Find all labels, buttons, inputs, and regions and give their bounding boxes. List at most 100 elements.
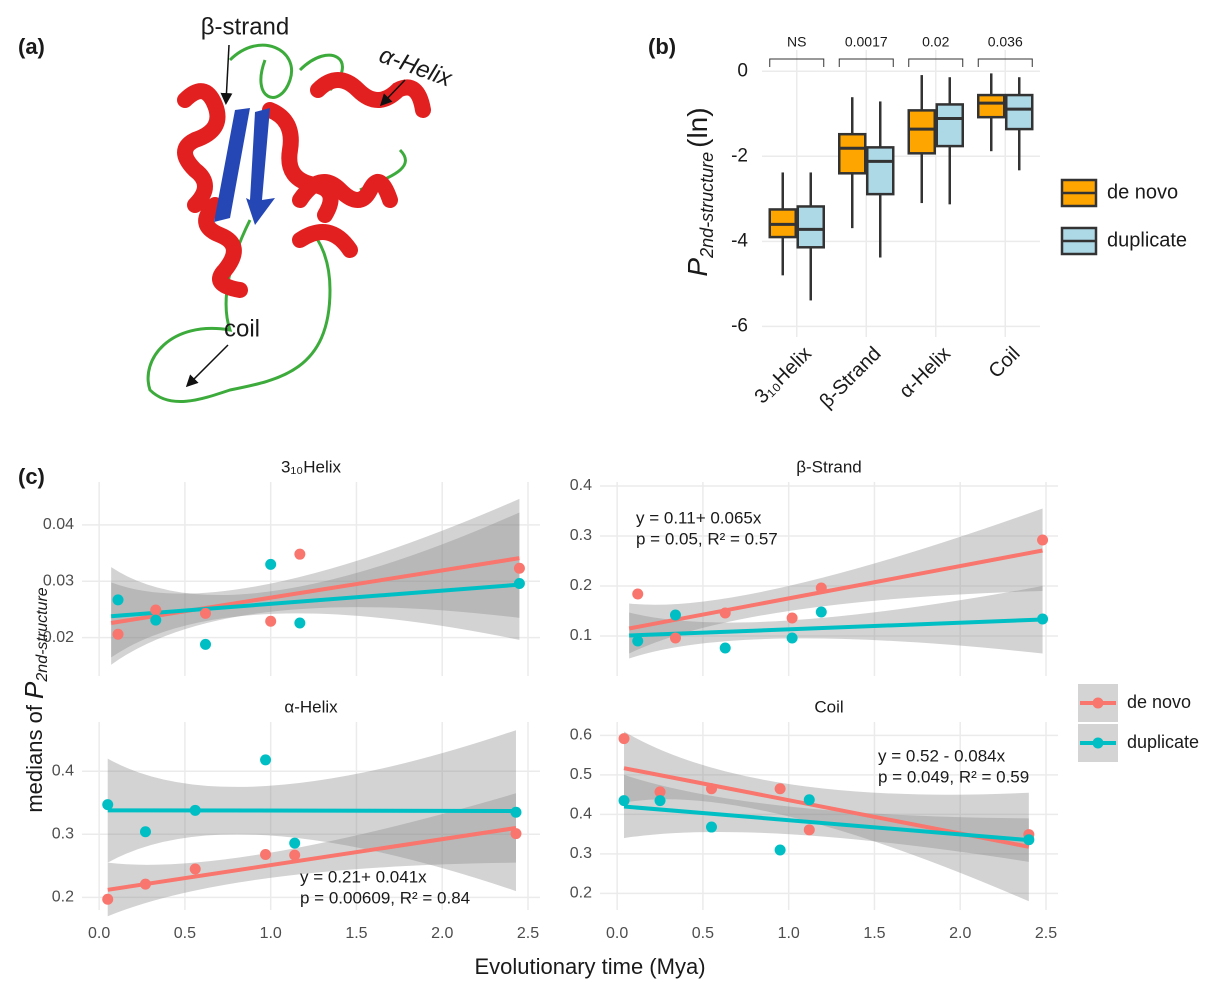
point [265,558,277,570]
y-tick-label: 0.1 [570,627,592,644]
y-axis-label-var: P [682,258,713,277]
y-axis-label-text: medians of [22,699,47,813]
y-tick-label: 0.3 [570,845,592,862]
point [294,617,306,629]
y-tick-label: -4 [731,230,748,251]
y-tick-label: 0.4 [570,806,592,823]
fit-line [111,582,520,619]
point [669,609,681,621]
point [786,632,798,644]
point [139,826,151,838]
x-tick-label: 2.5 [517,925,539,942]
point [774,844,786,856]
point [265,615,277,627]
significance-label: NS [787,34,806,50]
significance-label: 0.02 [922,34,949,50]
box [935,103,964,148]
point [289,849,301,861]
legend-label: duplicate [1107,229,1187,251]
protein-structure [146,43,431,404]
x-tick-label: 2.5 [1035,925,1057,942]
point [719,607,731,619]
y-axis-label-sub: 2nd-structure [34,587,51,682]
point [510,806,522,818]
significance-bracket [838,58,894,67]
box [866,146,895,196]
y-axis-label-var: P [19,681,49,699]
facet-title: β-Strand [796,457,862,476]
fit-annotation: p = 0.05, R² = 0.57 [636,529,778,548]
point [654,795,666,807]
y-tick-label: 0.02 [43,629,74,646]
point [705,821,717,833]
arrow [220,44,233,105]
x-tick-label: β-Strand [815,343,885,413]
y-tick-label: 0.4 [52,762,74,779]
box [977,93,1006,119]
point [803,824,815,836]
fit-line [628,548,1043,631]
coil-trace [146,43,407,404]
point [786,612,798,624]
point [200,638,212,650]
y-axis-label: P2nd-structure (ln) [682,107,716,276]
point [150,604,162,616]
y-tick-label: 0.6 [570,727,592,744]
y-tick-label: 0.3 [52,826,74,843]
x-tick-label: 3₁₀Helix [751,343,816,408]
point [719,642,731,654]
y-axis-label-unit: (ln) [682,107,713,147]
structure-label: β-strand [201,13,290,40]
point [510,828,522,840]
point [1023,834,1035,846]
x-tick-label: α-Helix [895,343,955,403]
x-tick-label: 0.0 [88,925,110,942]
point [705,783,717,795]
fit-line [107,808,516,813]
fit-annotation: p = 0.00609, R² = 0.84 [300,888,470,907]
point [139,878,151,890]
point [289,837,301,849]
panel-label: (b) [648,34,676,59]
confidence-band [111,498,520,665]
y-tick-label: 0.03 [43,572,74,589]
y-tick-label: 0.2 [570,885,592,902]
beta-sheet [246,108,275,225]
point [513,578,525,590]
y-tick-label: 0.3 [570,527,592,544]
point [815,606,827,618]
significance-bracket [977,58,1033,67]
point [632,588,644,600]
helix [262,102,339,223]
structure-label: coil [224,315,260,342]
point [294,548,306,560]
legend-label: de novo [1127,692,1191,712]
point [815,582,827,594]
confidence-band [107,793,516,917]
point [618,733,630,745]
significance-bracket [769,58,825,67]
fit-line [629,617,1043,638]
confidence-band [629,586,1043,659]
significance-bracket [908,58,964,67]
box [1005,93,1034,131]
significance-label: 0.036 [988,34,1023,50]
point [150,614,162,626]
x-tick-label: 1.5 [863,925,885,942]
significance-label: 0.0017 [845,34,888,50]
x-tick-label: 1.0 [260,925,282,942]
box [838,132,867,175]
point [803,794,815,806]
point [260,754,272,766]
point [102,893,114,905]
y-tick-label: 0.5 [570,766,592,783]
x-tick-label: Coil [985,343,1025,383]
x-axis-label: Evolutionary time (Mya) [474,954,705,979]
legend-label: duplicate [1127,732,1199,752]
y-tick-label: 0.2 [570,577,592,594]
legend-key-point [1092,697,1104,709]
legend-key-point [1092,737,1104,749]
point [112,628,124,640]
panel-label: (c) [18,464,45,489]
